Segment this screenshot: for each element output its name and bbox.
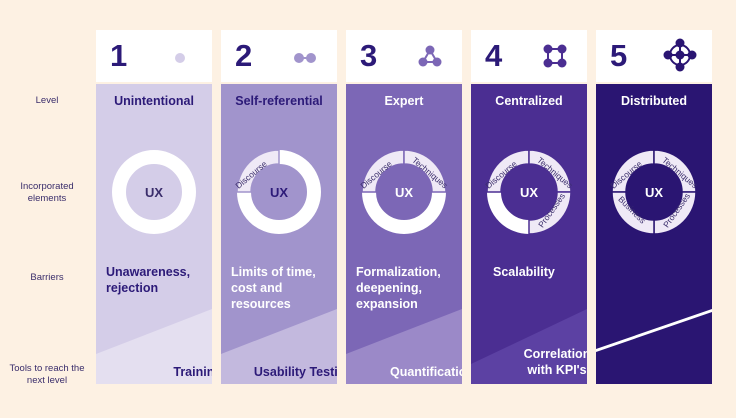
row-label-barriers: Barriers [30,272,64,283]
barrier-text: Scalability [493,265,555,279]
row-label-elements: Incorporated elements [20,181,74,204]
ux-core-label: UX [270,185,288,200]
level-header-5: 5 [596,30,712,82]
ux-ring: Discourse UX [233,149,321,234]
level-name: Distributed [621,94,687,108]
level-number: 3 [360,38,378,73]
network-icon [663,38,697,72]
level-name: Centralized [495,94,563,108]
barrier-text: Formalization, deepening, expansion [356,265,441,311]
tool-text: Quantification [389,365,462,379]
level-column-5: Distributed Discourse Techniques Process… [596,84,712,384]
tool-text: Correlation with KPI's [523,347,587,377]
ux-core-label: UX [145,185,163,200]
ux-ring: Discourse Techniques Processes Business … [608,149,700,235]
level-header-2: 2 [221,30,337,82]
level-number: 4 [485,38,503,73]
row-label-tools: Tools to reach the next level [9,363,85,386]
single-dot-icon [175,53,185,63]
tool-text: Usability Testing [253,365,337,379]
ux-ring: Discourse Techniques Processes UX [483,149,575,235]
ux-core-label: UX [520,185,538,200]
ux-core-label: UX [395,185,413,200]
ux-ring: UX [112,150,196,234]
level-column-2: Self-referential Discourse UX Limits of … [221,84,337,384]
tool-text: Training [173,365,212,379]
barrier-text: Unawareness, rejection [106,265,191,295]
level-column-3: Expert Discourse Techniques UX Formaliza… [346,84,462,384]
level-number: 2 [235,38,253,73]
level-header-3: 3 [346,30,462,82]
square-dots-icon [543,44,567,68]
level-number: 1 [110,38,128,73]
triangle-dots-icon [418,45,442,67]
barrier-text: Limits of time, cost and resources [231,265,316,311]
level-name: Self-referential [235,94,323,108]
ux-ring: Discourse Techniques UX [358,149,450,234]
level-header-1: 1 [96,30,212,82]
level-name: Expert [384,94,424,108]
level-header-4: 4 [471,30,587,82]
two-dots-icon [294,53,316,63]
level-name: Unintentional [114,94,194,108]
level-number: 5 [610,38,628,73]
level-column-4: Centralized Discourse Techniques Process… [471,84,587,384]
ux-core-label: UX [645,185,663,200]
level-column-1: Unintentional UX Unawareness, rejection … [96,84,212,384]
row-label-level: Level [35,95,59,106]
